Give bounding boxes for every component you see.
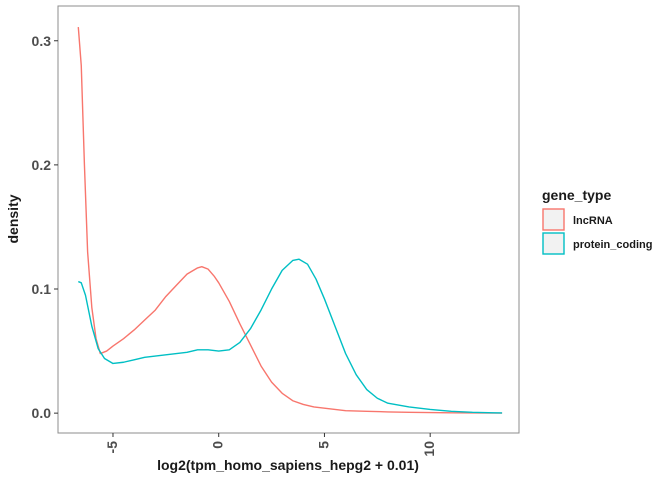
x-tick-label: 10 <box>421 441 437 457</box>
x-tick-label: 5 <box>315 441 331 449</box>
legend-items: lncRNA protein_coding <box>542 208 652 255</box>
series-line-protein_coding <box>78 258 503 414</box>
legend: gene_type lncRNA protein_coding <box>542 187 652 255</box>
x-axis: -5 0 5 10 <box>104 433 437 457</box>
legend-label-protein_coding: protein_coding <box>573 239 652 251</box>
plot-panel <box>57 5 520 434</box>
series-line-lncRNA <box>77 27 503 414</box>
legend-title: gene_type <box>542 187 611 203</box>
legend-key-lncRNA <box>542 208 565 231</box>
series-layer <box>77 27 503 414</box>
x-axis-title: log2(tpm_homo_sapiens_hepg2 + 0.01) <box>157 457 419 473</box>
y-tick-label: 0.3 <box>32 33 52 49</box>
x-tick-label: -5 <box>104 441 120 454</box>
y-tick-label: 0.2 <box>32 157 52 173</box>
y-axis-title: density <box>5 194 21 243</box>
legend-key-protein_coding <box>542 232 565 255</box>
y-axis: 0.0 0.1 0.2 0.3 <box>32 33 58 421</box>
legend-label-lncRNA: lncRNA <box>573 215 613 227</box>
x-tick-label: 0 <box>210 441 226 449</box>
y-tick-label: 0.0 <box>32 405 52 421</box>
y-tick-label: 0.1 <box>32 281 52 297</box>
